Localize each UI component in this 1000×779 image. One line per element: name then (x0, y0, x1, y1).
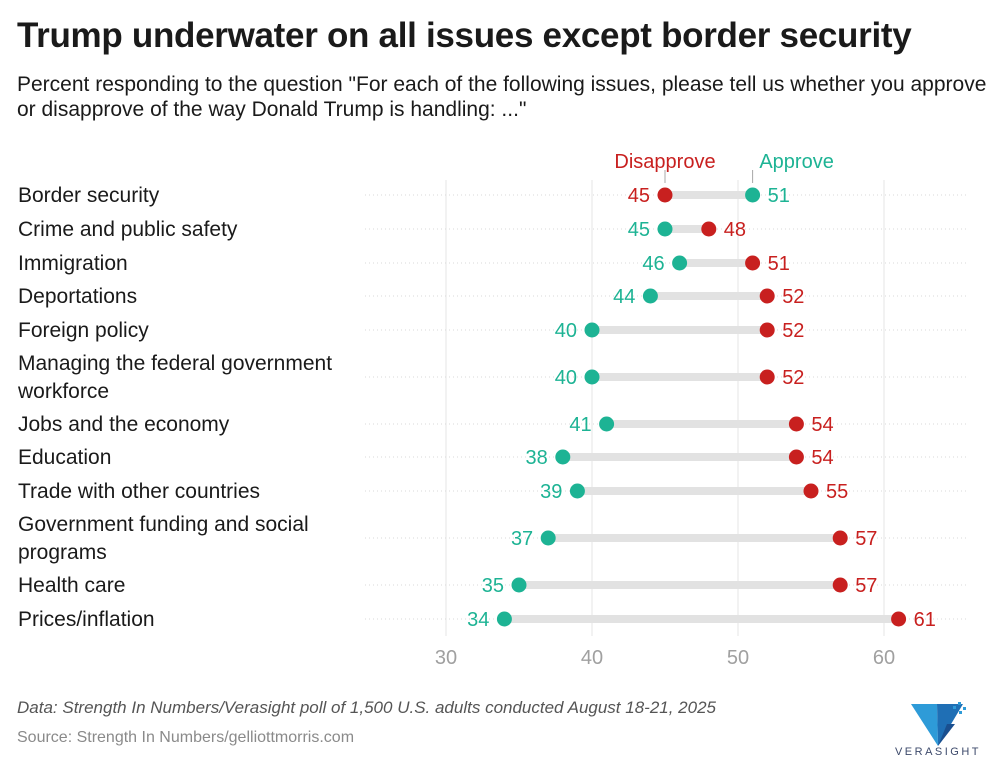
disapprove-value-label: 57 (855, 528, 877, 550)
disapprove-point (832, 530, 848, 546)
approve-value-label: 46 (642, 253, 664, 275)
legend-disapprove: Disapprove (614, 151, 715, 173)
disapprove-value-label: 52 (782, 286, 804, 308)
data-note: Data: Strength In Numbers/Verasight poll… (17, 698, 717, 717)
approve-point (584, 369, 600, 385)
disapprove-point (832, 577, 848, 593)
approve-value-label: 39 (540, 481, 562, 503)
source-credit: Source: Strength In Numbers/gelliottmorr… (17, 729, 355, 746)
disapprove-value-label: 61 (914, 609, 936, 631)
disapprove-point (788, 449, 804, 465)
disapprove-point (803, 483, 819, 499)
disapprove-point (891, 611, 907, 627)
disapprove-point (759, 322, 775, 338)
approve-point (511, 577, 527, 593)
category-label: Crime and public safety (18, 218, 238, 241)
category-label: Jobs and the economy (18, 413, 230, 436)
disapprove-value-label: 55 (826, 481, 848, 503)
category-label: Deportations (18, 285, 137, 308)
chart-subtitle: Percent responding to the question "For … (17, 73, 987, 121)
approve-point (569, 483, 585, 499)
category-label: Government funding and social programs (18, 513, 309, 564)
approve-point (672, 255, 688, 271)
approve-value-label: 41 (569, 414, 591, 436)
disapprove-point (701, 221, 717, 237)
approve-value-label: 35 (482, 575, 504, 597)
category-label: Immigration (18, 252, 128, 275)
legend-approve: Approve (759, 151, 834, 173)
disapprove-point (759, 369, 775, 385)
approve-value-label: 38 (526, 447, 548, 469)
disapprove-point (788, 416, 804, 432)
disapprove-point (759, 288, 775, 304)
disapprove-value-label: 54 (811, 447, 833, 469)
approve-value-label: 34 (467, 609, 489, 631)
disapprove-point (745, 255, 761, 271)
disapprove-value-label: 57 (855, 575, 877, 597)
x-tick-label: 50 (727, 647, 749, 669)
category-label: Managing the federal government workforce (17, 352, 332, 403)
category-label: Prices/inflation (18, 608, 155, 631)
approve-value-label: 40 (555, 367, 577, 389)
x-tick-label: 60 (873, 647, 895, 669)
category-label: Education (18, 446, 111, 469)
disapprove-value-label: 45 (628, 185, 650, 207)
category-label: Border security (18, 184, 160, 207)
approve-value-label: 45 (628, 219, 650, 241)
category-label: Trade with other countries (18, 480, 260, 503)
category-label: Health care (18, 574, 125, 597)
x-tick-label: 30 (435, 647, 457, 669)
approve-point (584, 322, 600, 338)
dumbbell-chart: 30 40 50 60 Disapprove Approve Border security… (17, 151, 968, 669)
approve-point (642, 288, 658, 304)
disapprove-point (657, 187, 673, 203)
chart-title: Trump underwater on all issues except bo… (17, 16, 912, 55)
verasight-logo-icon (911, 702, 966, 746)
category-label: Foreign policy (18, 319, 149, 342)
approve-value-label: 40 (555, 320, 577, 342)
logo-wordmark: VERASIGHT (894, 746, 982, 758)
approve-value-label: 51 (768, 185, 790, 207)
disapprove-value-label: 54 (811, 414, 833, 436)
x-tick-label: 40 (581, 647, 603, 669)
disapprove-value-label: 51 (768, 253, 790, 275)
approve-value-label: 37 (511, 528, 533, 550)
approve-point (555, 449, 571, 465)
approve-point (540, 530, 556, 546)
approve-point (496, 611, 512, 627)
disapprove-value-label: 52 (782, 367, 804, 389)
disapprove-value-label: 48 (724, 219, 746, 241)
approve-value-label: 44 (613, 286, 635, 308)
approve-point (745, 187, 761, 203)
disapprove-value-label: 52 (782, 320, 804, 342)
approve-point (599, 416, 615, 432)
approve-point (657, 221, 673, 237)
